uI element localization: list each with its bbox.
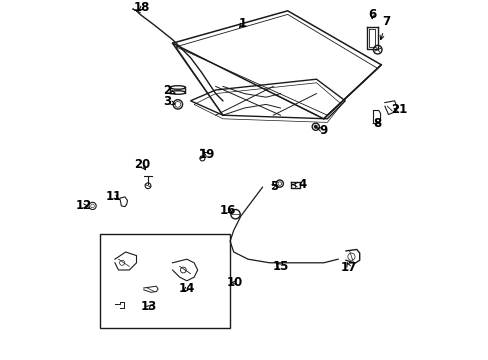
Text: 11: 11	[106, 190, 122, 203]
Text: 10: 10	[226, 276, 242, 289]
Text: 19: 19	[198, 148, 214, 161]
Text: 14: 14	[178, 282, 195, 295]
Text: 1: 1	[238, 17, 246, 30]
Text: 2: 2	[163, 84, 175, 97]
Text: 4: 4	[292, 178, 305, 191]
Text: 20: 20	[134, 158, 150, 171]
Text: 18: 18	[133, 1, 150, 14]
Bar	[101, 234, 230, 328]
Text: 5: 5	[269, 180, 278, 193]
Text: 15: 15	[272, 260, 288, 273]
Text: 8: 8	[373, 117, 381, 130]
Circle shape	[313, 125, 317, 129]
Text: 7: 7	[379, 15, 390, 40]
Text: 16: 16	[220, 204, 236, 217]
Text: 3: 3	[163, 95, 175, 108]
Text: 17: 17	[340, 261, 356, 274]
Text: 9: 9	[316, 124, 327, 137]
Text: 21: 21	[390, 103, 407, 116]
Text: 13: 13	[141, 300, 157, 313]
Text: 6: 6	[367, 8, 376, 21]
Text: 12: 12	[76, 199, 92, 212]
